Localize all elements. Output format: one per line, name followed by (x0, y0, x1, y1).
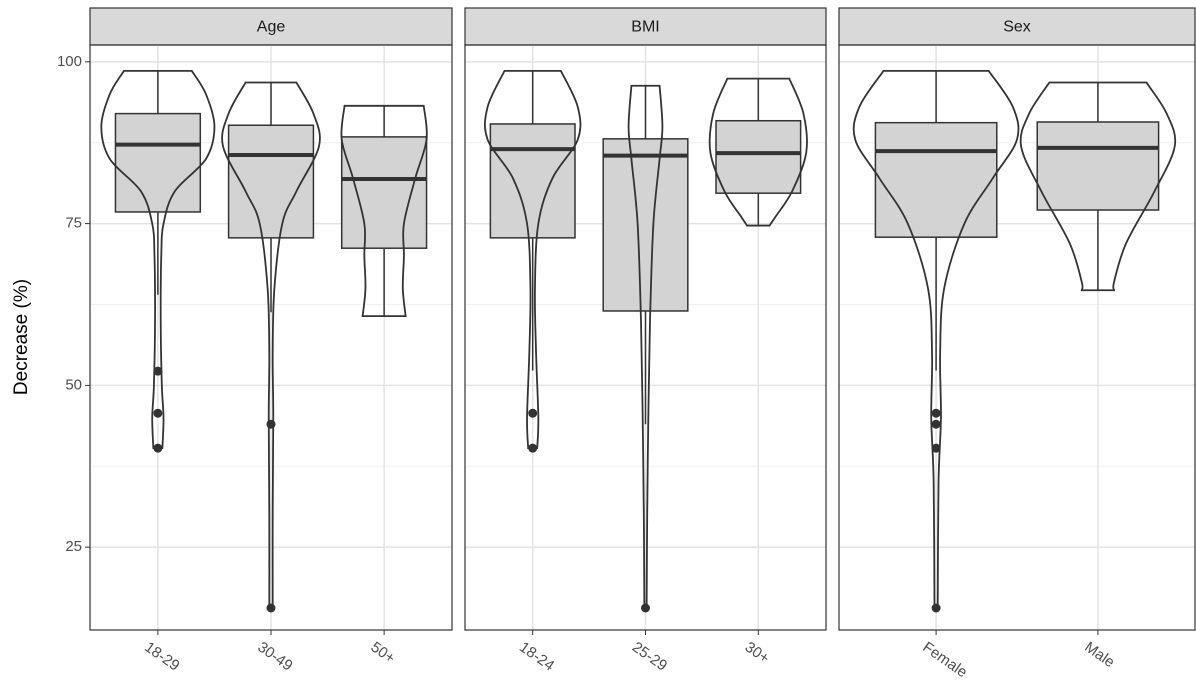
outlier (931, 419, 941, 429)
facet-label: Sex (1003, 19, 1031, 36)
outlier (153, 408, 163, 418)
box (715, 119, 802, 194)
x-tick-label: 18-24 (516, 639, 557, 675)
facet-strip (89, 7, 453, 46)
panel-border (838, 44, 1196, 631)
panel-border (89, 44, 453, 631)
box (874, 121, 998, 238)
x-tick-label: 50+ (368, 639, 399, 668)
violin (852, 69, 1020, 609)
box (602, 138, 689, 312)
x-tick-label: Female (920, 639, 971, 682)
y-tick-label: 75 (65, 215, 82, 232)
outlier (931, 408, 941, 418)
violin (340, 104, 428, 318)
y-tick-label: 50 (65, 376, 82, 393)
facet-strip (464, 7, 827, 46)
violin (627, 84, 664, 609)
outlier (931, 443, 941, 453)
box (489, 123, 576, 239)
violin (484, 69, 582, 450)
outlier (153, 366, 163, 376)
x-tick-label: 30+ (742, 639, 773, 668)
box (114, 112, 202, 213)
x-tick-label: 30-49 (254, 639, 295, 675)
x-tick-label: Male (1081, 639, 1117, 672)
y-tick-label: 100 (57, 53, 82, 70)
box (227, 124, 315, 239)
outlier (266, 419, 276, 429)
outlier (528, 408, 538, 418)
facet-label: BMI (631, 19, 659, 36)
box (1036, 121, 1160, 211)
y-tick-label: 25 (65, 538, 82, 555)
x-tick-label: 25-29 (629, 639, 670, 675)
panel-border (464, 44, 827, 631)
violin (708, 77, 808, 227)
facet-strip (838, 7, 1196, 46)
box (340, 136, 428, 249)
facet-label: Age (257, 19, 286, 36)
y-axis-title: Decrease (%) (11, 279, 32, 395)
violin (221, 81, 321, 609)
violin (100, 69, 216, 450)
violin (1019, 81, 1177, 292)
x-tick-label: 18-29 (141, 639, 182, 675)
